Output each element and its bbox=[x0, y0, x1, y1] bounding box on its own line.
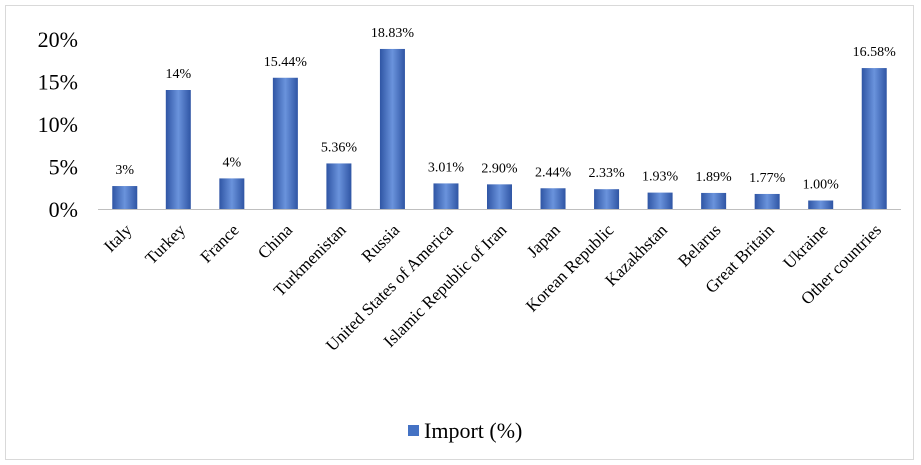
data-label: 3% bbox=[115, 163, 134, 178]
bar bbox=[647, 192, 673, 209]
x-tick-label: Italy bbox=[100, 220, 136, 256]
data-label: 1.89% bbox=[696, 170, 733, 185]
x-tick-label: Japan bbox=[523, 220, 564, 261]
bar bbox=[326, 163, 352, 209]
y-tick-label: 0% bbox=[49, 197, 78, 222]
bar bbox=[594, 189, 620, 209]
x-tick-label: Ukraine bbox=[779, 220, 831, 272]
x-tick-label: China bbox=[254, 220, 296, 262]
legend-swatch bbox=[408, 425, 419, 436]
y-tick-label: 5% bbox=[49, 155, 78, 180]
legend: Import (%) bbox=[408, 418, 522, 443]
chart-frame: 0% 5% 10% 15% 20% 3% 14% 4% 15.44% 5.36% 18.83% 3.… bbox=[5, 5, 914, 460]
x-tick-label: France bbox=[197, 220, 243, 266]
x-tick-label: Turkey bbox=[141, 220, 189, 268]
data-label: 2.90% bbox=[481, 161, 518, 176]
legend-label: Import (%) bbox=[424, 418, 522, 443]
y-tick-label: 10% bbox=[38, 112, 78, 137]
x-tick-label: Belarus bbox=[674, 220, 724, 270]
bar bbox=[540, 188, 566, 209]
bar bbox=[379, 48, 405, 209]
y-tick-label: 20% bbox=[38, 27, 78, 52]
data-label: 2.44% bbox=[535, 165, 572, 180]
bars bbox=[112, 48, 887, 209]
y-tick-label: 15% bbox=[38, 70, 78, 95]
bar bbox=[487, 184, 512, 209]
data-label: 14% bbox=[165, 67, 191, 82]
y-axis-ticks: 0% 5% 10% 15% 20% bbox=[38, 27, 78, 222]
data-label: 4% bbox=[222, 155, 241, 170]
data-labels: 3% 14% 4% 15.44% 5.36% 18.83% 3.01% 2.90% 2.44% 2… bbox=[115, 26, 896, 193]
data-label: 5.36% bbox=[321, 140, 358, 155]
bar bbox=[701, 192, 727, 209]
bar bbox=[861, 68, 887, 209]
bar-chart: 0% 5% 10% 15% 20% 3% 14% 4% 15.44% 5.36% 18.83% 3.… bbox=[38, 26, 901, 443]
bar bbox=[112, 186, 138, 209]
bar bbox=[272, 77, 298, 209]
data-label: 15.44% bbox=[264, 55, 308, 70]
x-tick-label: Russia bbox=[358, 220, 404, 266]
bar bbox=[165, 90, 191, 209]
data-label: 1.93% bbox=[642, 170, 679, 185]
data-label: 18.83% bbox=[371, 26, 415, 41]
data-label: 16.58% bbox=[853, 45, 897, 60]
bar bbox=[808, 200, 834, 209]
data-label: 3.01% bbox=[428, 160, 465, 175]
bar bbox=[219, 178, 245, 209]
bar bbox=[433, 183, 459, 209]
data-label: 1.00% bbox=[803, 178, 840, 193]
data-label: 1.77% bbox=[749, 171, 786, 186]
data-label: 2.33% bbox=[588, 166, 625, 181]
bar bbox=[754, 193, 780, 209]
